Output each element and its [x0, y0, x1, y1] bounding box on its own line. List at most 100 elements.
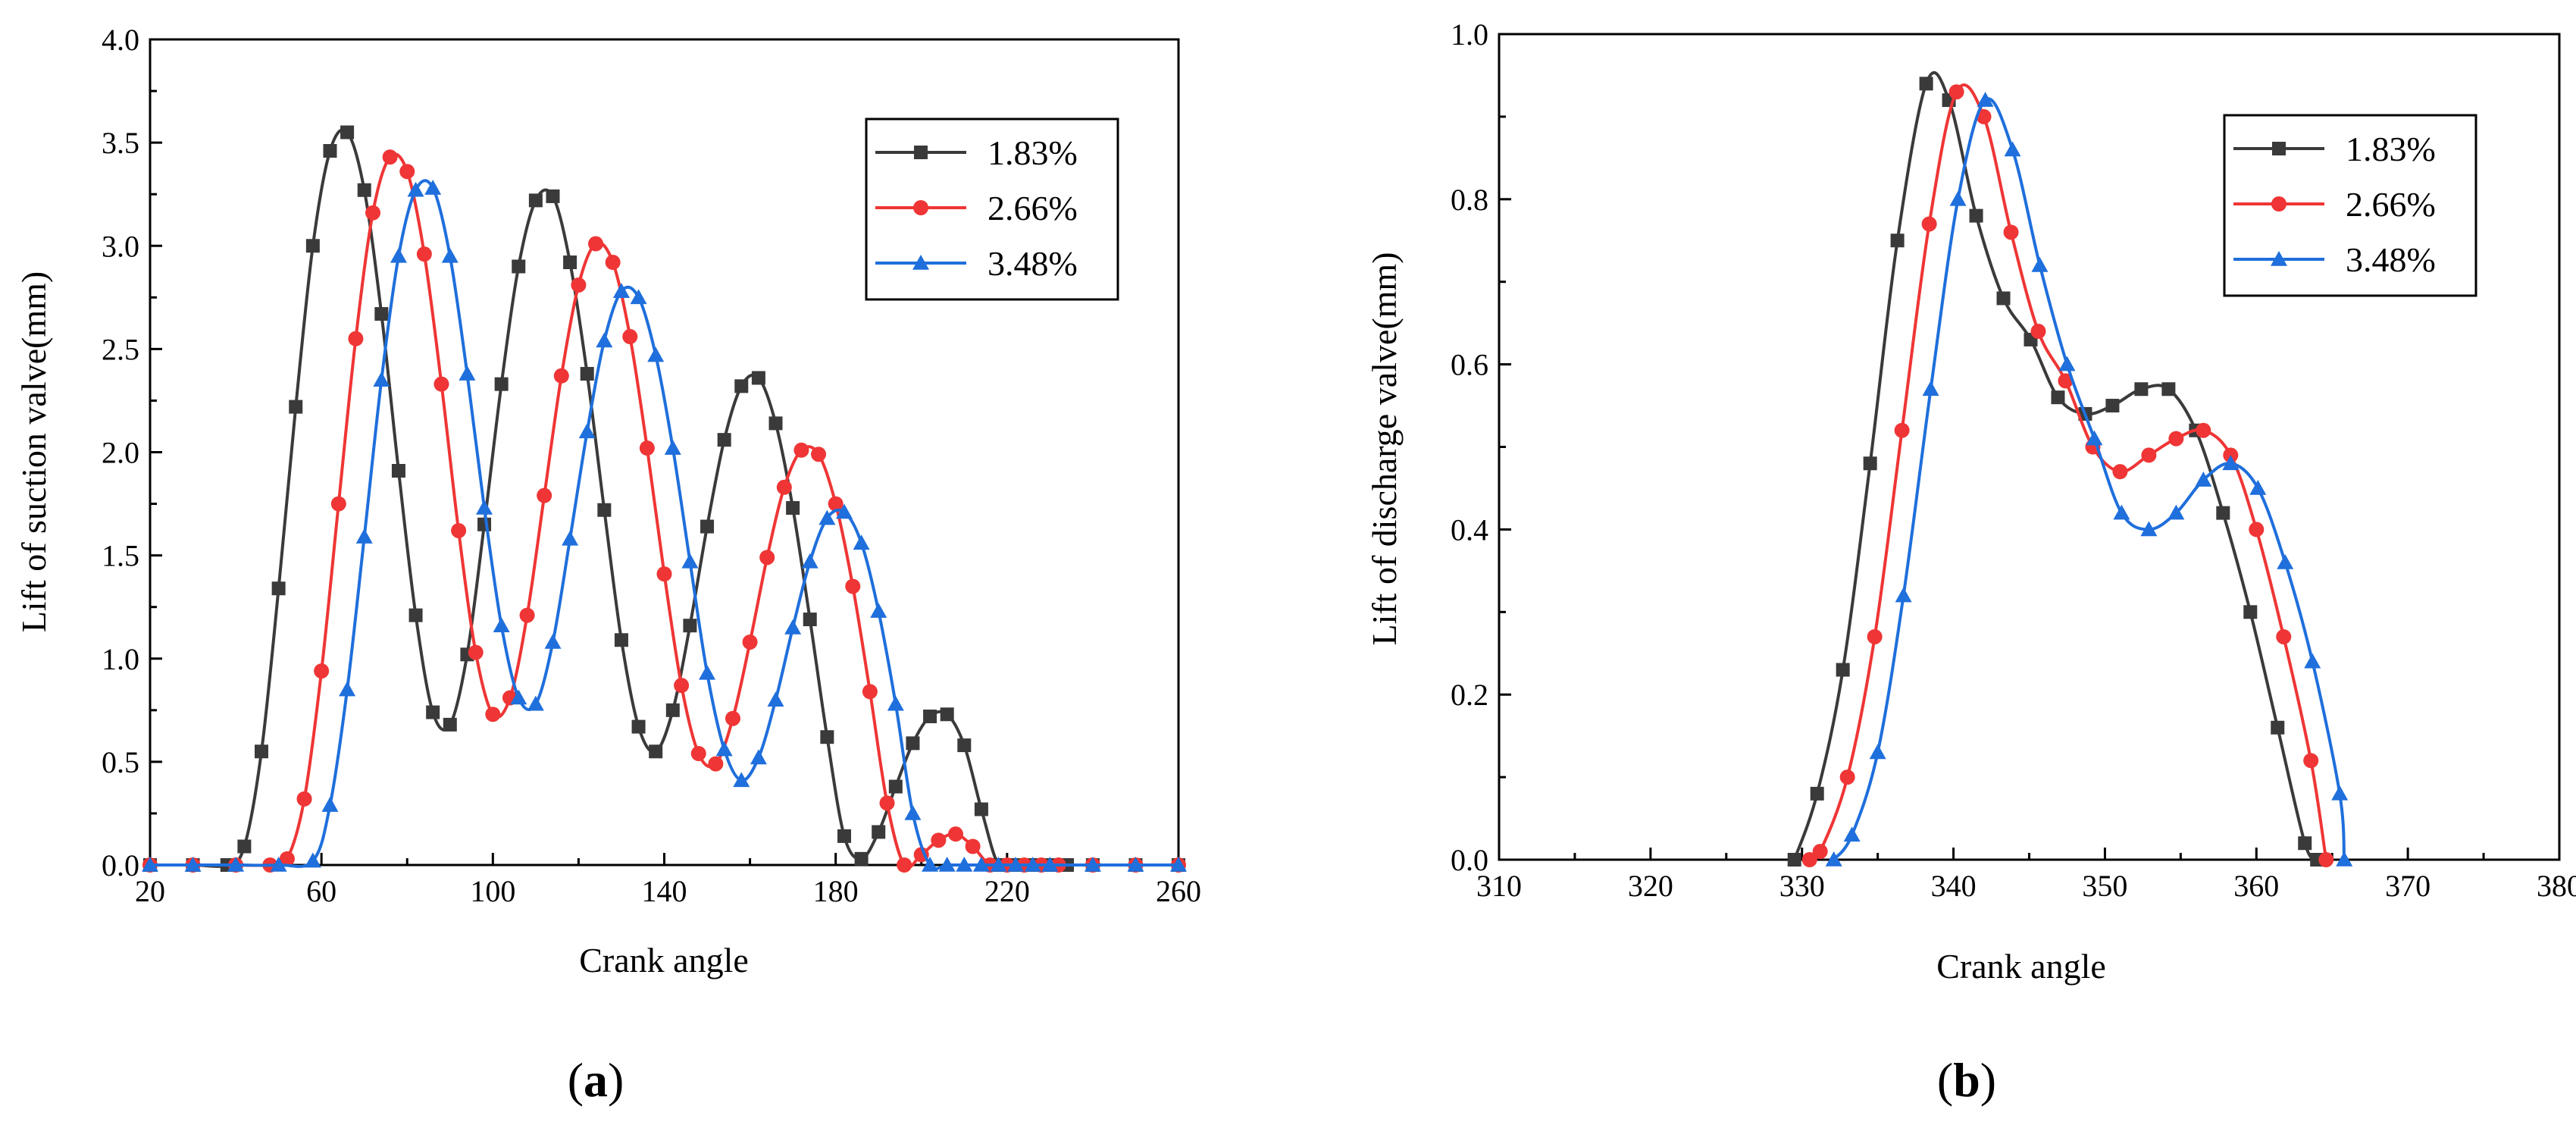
data-point-circle	[947, 826, 963, 842]
data-point-circle	[605, 255, 621, 271]
data-point-circle	[330, 496, 346, 512]
data-point-triangle	[2304, 653, 2321, 669]
data-point-square	[803, 613, 817, 627]
x-tick-label: 320	[1628, 869, 1673, 903]
data-point-triangle	[767, 691, 784, 707]
y-tick-label: 2.5	[102, 332, 139, 366]
x-tick-label: 140	[642, 874, 687, 908]
data-point-square	[2243, 605, 2258, 619]
series-b	[1787, 71, 2353, 867]
legend-marker-circle	[2271, 196, 2286, 212]
data-point-triangle	[544, 633, 562, 649]
data-point-triangle	[1041, 857, 1059, 872]
data-point-circle	[965, 838, 981, 854]
data-point-triangle	[1170, 857, 1187, 872]
legend-label: 3.48%	[988, 244, 1078, 283]
data-point-circle	[279, 851, 295, 867]
legend-label: 2.66%	[2346, 185, 2436, 224]
x-tick-label: 310	[1476, 869, 1522, 903]
x-tick-label: 60	[306, 874, 336, 908]
data-point-circle	[2318, 852, 2334, 867]
data-point-triangle	[2222, 455, 2240, 471]
data-point-circle	[537, 487, 552, 503]
data-point-square	[374, 307, 389, 321]
data-point-triangle	[407, 181, 424, 197]
data-point-circle	[1839, 769, 1855, 785]
y-tick-label: 1.0	[102, 642, 139, 676]
data-point-square	[1890, 233, 1905, 248]
data-point-triangle	[142, 857, 158, 872]
data-point-circle	[742, 634, 758, 650]
data-point-triangle	[270, 857, 287, 872]
data-point-triangle	[2031, 256, 2049, 272]
y-tick-label: 2.0	[102, 436, 139, 470]
data-point-triangle	[699, 664, 716, 680]
data-point-circle	[571, 277, 587, 293]
data-point-triangle	[1007, 857, 1025, 872]
data-point-circle	[1894, 422, 1910, 438]
data-point-circle	[2196, 422, 2211, 438]
data-point-triangle	[990, 857, 1007, 872]
data-point-circle	[690, 745, 706, 761]
data-point-square	[2271, 720, 2285, 735]
data-point-square	[1810, 786, 1824, 801]
data-point-circle	[776, 479, 792, 495]
data-point-circle	[828, 496, 844, 512]
data-point-square	[340, 125, 355, 139]
data-point-circle	[588, 236, 604, 252]
data-point-triangle	[1825, 851, 1842, 867]
legend-marker-square	[2272, 142, 2286, 155]
y-tick-label: 3.5	[102, 126, 139, 160]
data-point-circle	[897, 857, 912, 873]
data-point-square	[357, 183, 371, 197]
data-point-triangle	[972, 857, 990, 872]
data-point-square	[665, 703, 680, 717]
data-point-triangle	[904, 804, 922, 820]
x-axis-title-b: Crank angle	[1936, 947, 2106, 986]
data-point-circle	[931, 832, 947, 848]
y-tick-label: 1.5	[102, 539, 139, 573]
data-point-square	[786, 501, 800, 516]
data-point-square	[408, 608, 423, 622]
legend-label: 1.83%	[2346, 130, 2436, 168]
data-point-square	[237, 839, 252, 854]
data-point-triangle	[339, 681, 356, 697]
x-tick-label: 340	[1931, 869, 1977, 903]
legend-label: 1.83%	[988, 133, 1078, 172]
data-point-triangle	[922, 857, 939, 872]
data-point-square	[443, 717, 457, 732]
data-point-square	[734, 379, 749, 393]
data-point-circle	[2058, 373, 2074, 389]
data-point-circle	[1812, 844, 1828, 860]
data-point-square	[854, 851, 869, 866]
data-point-circle	[811, 447, 827, 462]
data-point-triangle	[2249, 479, 2267, 495]
data-point-circle	[879, 795, 895, 811]
data-point-triangle	[750, 749, 767, 765]
panel-b: 310 320 330 340 350 360 370 380 0.0 0.2 0.4 0.6 0.8 1…	[1365, 17, 2576, 1107]
data-point-triangle	[938, 857, 956, 872]
data-point-triangle	[2004, 141, 2021, 157]
data-point-circle	[296, 791, 312, 807]
data-point-circle	[314, 663, 330, 679]
data-point-triangle	[2086, 430, 2103, 446]
data-point-triangle	[459, 365, 476, 381]
data-point-circle	[434, 376, 449, 392]
data-point-square	[1787, 853, 1801, 867]
data-point-circle	[1801, 852, 1817, 867]
data-point-circle	[451, 522, 467, 538]
data-point-circle	[845, 578, 861, 594]
data-point-circle	[1976, 108, 1992, 124]
data-point-triangle	[596, 332, 613, 348]
data-point-triangle	[1895, 587, 1912, 603]
legend-a: 1.83% 2.66% 3.48%	[865, 118, 1119, 301]
x-tick-label: 330	[1779, 869, 1825, 903]
data-point-triangle	[801, 553, 818, 569]
data-point-triangle	[1977, 92, 1994, 107]
data-point-circle	[348, 331, 364, 346]
data-point-triangle	[853, 534, 870, 550]
data-point-square	[391, 464, 405, 478]
data-point-circle	[553, 368, 569, 384]
data-point-triangle	[1127, 857, 1144, 872]
data-point-triangle	[835, 503, 853, 519]
